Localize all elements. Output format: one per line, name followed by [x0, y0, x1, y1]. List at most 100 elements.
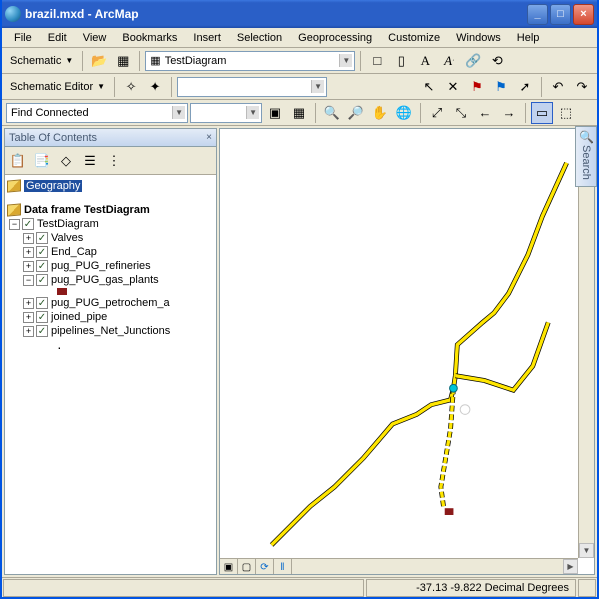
list-by-visible-icon[interactable]: ◇ — [55, 150, 77, 172]
tree-check[interactable]: ✓ — [36, 232, 48, 244]
attach-icon[interactable]: ▯ — [390, 50, 412, 72]
tree-root-geography[interactable]: Geography — [7, 179, 214, 193]
open-icon[interactable]: 📂 — [88, 50, 110, 72]
list-by-source-icon[interactable]: 📑 — [31, 150, 53, 172]
tree-frame[interactable]: Data frame TestDiagram — [7, 203, 214, 217]
zoom-out-icon[interactable]: 🔎 — [345, 102, 367, 124]
editor-combo[interactable] — [177, 77, 327, 97]
zoom-in-icon[interactable]: 🔍 — [321, 102, 343, 124]
text-a1-icon[interactable]: A — [414, 50, 436, 72]
tree-toggle[interactable]: + — [23, 233, 34, 244]
tree-toggle[interactable]: + — [23, 326, 34, 337]
map-scroll-horizontal[interactable]: ▣ ▢ ⟳ ‖ ▶ — [220, 558, 578, 574]
rotate-right-icon[interactable]: ↷ — [571, 76, 593, 98]
new-diagram-icon[interactable]: ▦ — [112, 50, 134, 72]
text-a2-icon[interactable]: A· — [438, 50, 460, 72]
resize-icon[interactable]: □ — [366, 50, 388, 72]
select-tool-icon[interactable]: ▭ — [531, 102, 553, 124]
scroll-down-icon[interactable]: ▼ — [579, 543, 594, 558]
tree-check[interactable]: ✓ — [36, 246, 48, 258]
tree-check[interactable]: ✓ — [36, 297, 48, 309]
tree-label[interactable]: pug_PUG_petrochem_a — [51, 297, 170, 309]
close-button[interactable]: × — [573, 4, 594, 25]
tree-label[interactable]: Valves — [51, 232, 83, 244]
tree-toggle[interactable]: + — [23, 312, 34, 323]
flag-red-icon[interactable]: ⚑ — [466, 76, 488, 98]
layout-view-icon[interactable]: ▢ — [238, 559, 256, 575]
tree-layer[interactable]: +✓End_Cap — [7, 245, 214, 259]
rotate-left-icon[interactable]: ↶ — [547, 76, 569, 98]
tree-label[interactable]: pug_PUG_refineries — [51, 260, 151, 272]
tree-toggle[interactable]: − — [23, 275, 34, 286]
find-apply-icon[interactable]: ▣ — [264, 102, 286, 124]
expand-nw-icon[interactable]: ⤢ — [426, 102, 448, 124]
rect-select-icon[interactable]: ⬚ — [555, 102, 577, 124]
options-icon[interactable]: ⋮ — [103, 150, 125, 172]
map-scroll-vertical[interactable]: ▲ ▼ — [578, 129, 594, 558]
tree-label[interactable]: joined_pipe — [51, 311, 107, 323]
tree-label[interactable]: Data frame TestDiagram — [24, 204, 150, 216]
sparkle-icon[interactable]: ✦ — [144, 76, 166, 98]
tree-toggle[interactable]: + — [23, 247, 34, 258]
tree-layer[interactable]: −✓pug_PUG_gas_plants — [7, 273, 214, 287]
tree-layer[interactable]: +✓pipelines_Net_Junctions — [7, 324, 214, 338]
tree-layer[interactable]: +✓joined_pipe — [7, 310, 214, 324]
schematic-dropdown[interactable]: Schematic▼ — [6, 53, 77, 69]
add-node-icon[interactable]: ✧ — [120, 76, 142, 98]
menu-customize[interactable]: Customize — [380, 30, 448, 46]
link-icon[interactable]: 🔗 — [462, 50, 484, 72]
back-icon[interactable]: ← — [474, 102, 496, 124]
toc-close-icon[interactable]: × — [206, 132, 212, 143]
refresh-icon[interactable]: ⟲ — [486, 50, 508, 72]
menu-insert[interactable]: Insert — [185, 30, 229, 46]
tree-layer[interactable]: +✓pug_PUG_petrochem_a — [7, 296, 214, 310]
flag-blue-icon[interactable]: ⚑ — [490, 76, 512, 98]
menu-geoprocessing[interactable]: Geoprocessing — [290, 30, 380, 46]
find-combo2[interactable] — [190, 103, 262, 123]
diagram-combo[interactable]: ▦TestDiagram — [145, 51, 355, 71]
tree-label[interactable]: TestDiagram — [37, 218, 99, 230]
menu-view[interactable]: View — [75, 30, 115, 46]
tree-toggle[interactable]: + — [23, 261, 34, 272]
tree-root2[interactable]: − ✓ TestDiagram — [7, 217, 214, 231]
menu-help[interactable]: Help — [509, 30, 548, 46]
editor-dropdown[interactable]: Schematic Editor▼ — [6, 79, 109, 95]
move-nw-icon[interactable]: ↖ — [418, 76, 440, 98]
menu-file[interactable]: File — [6, 30, 40, 46]
minimize-button[interactable]: _ — [527, 4, 548, 25]
menu-selection[interactable]: Selection — [229, 30, 290, 46]
pause-view-icon[interactable]: ‖ — [274, 559, 292, 575]
tree-check[interactable]: ✓ — [36, 260, 48, 272]
tree-layer[interactable]: +✓pug_PUG_refineries — [7, 259, 214, 273]
tree-layer[interactable]: +✓Valves — [7, 231, 214, 245]
full-extent-icon[interactable]: 🌐 — [393, 102, 415, 124]
map-canvas[interactable]: ▲ ▼ ▣ ▢ ⟳ ‖ ▶ — [219, 128, 595, 575]
scroll-right-icon[interactable]: ▶ — [563, 559, 578, 574]
menu-windows[interactable]: Windows — [448, 30, 509, 46]
tree-check[interactable]: ✓ — [36, 311, 48, 323]
data-view-icon[interactable]: ▣ — [220, 559, 238, 575]
move-e-icon[interactable]: ✕ — [442, 76, 464, 98]
tree-check[interactable]: ✓ — [36, 274, 48, 286]
list-by-draw-icon[interactable]: 📋 — [7, 150, 29, 172]
tree-label[interactable]: End_Cap — [51, 246, 97, 258]
tree-toggle[interactable]: + — [23, 298, 34, 309]
find-combo[interactable]: Find Connected — [6, 103, 188, 123]
tree-label[interactable]: pug_PUG_gas_plants — [51, 274, 159, 286]
arrow-icon[interactable]: ➚ — [514, 76, 536, 98]
refresh-view-icon[interactable]: ⟳ — [256, 559, 274, 575]
find-all-icon[interactable]: ▦ — [288, 102, 310, 124]
expand-ne-icon[interactable]: ⤡ — [450, 102, 472, 124]
forward-icon[interactable]: → — [498, 102, 520, 124]
tree-toggle[interactable]: − — [9, 219, 20, 230]
search-tab[interactable]: 🔍 Search — [575, 126, 597, 187]
list-by-select-icon[interactable]: ☰ — [79, 150, 101, 172]
tree-check[interactable]: ✓ — [36, 325, 48, 337]
menu-bookmarks[interactable]: Bookmarks — [114, 30, 185, 46]
tree-label[interactable]: pipelines_Net_Junctions — [51, 325, 170, 337]
tree-check[interactable]: ✓ — [22, 218, 34, 230]
tree-label[interactable]: Geography — [24, 180, 82, 192]
maximize-button[interactable]: □ — [550, 4, 571, 25]
pan-icon[interactable]: ✋ — [369, 102, 391, 124]
menu-edit[interactable]: Edit — [40, 30, 75, 46]
